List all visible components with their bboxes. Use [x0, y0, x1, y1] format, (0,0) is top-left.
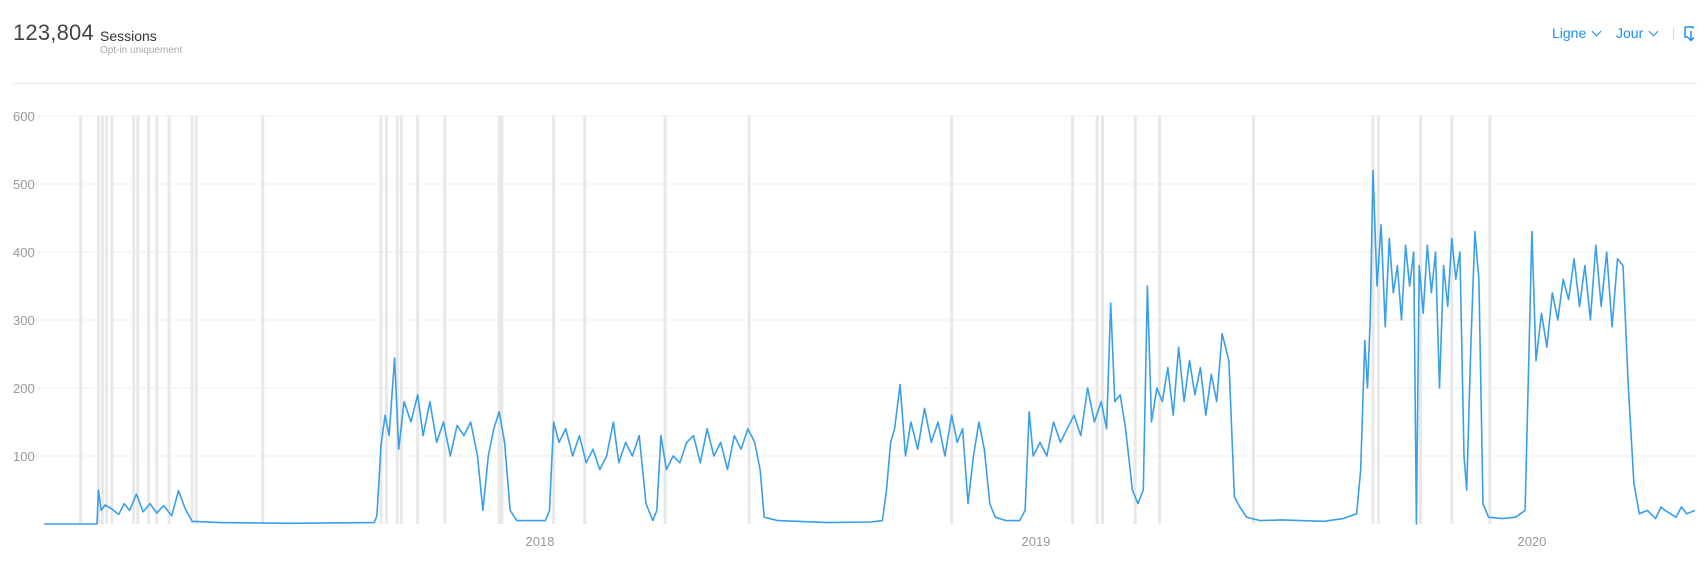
y-tick-label: 400 — [13, 245, 35, 260]
y-gridlines — [13, 115, 1695, 457]
y-tick-label: 600 — [13, 109, 35, 124]
y-tick-label: 100 — [13, 449, 35, 464]
sessions-line-chart: 100 200 300 400 500 600 2018 2019 2020 — [13, 109, 1696, 549]
y-tick-label: 300 — [13, 313, 35, 328]
y-tick-label: 200 — [13, 381, 35, 396]
metric-sublabel: Opt-in uniquement — [100, 45, 183, 56]
chart-type-label: Ligne — [1552, 25, 1587, 41]
chevron-down-icon — [1591, 26, 1602, 36]
interval-dropdown[interactable]: Jour — [1616, 24, 1659, 42]
chart-controls: Ligne Jour — [1508, 24, 1708, 44]
download-icon[interactable] — [1682, 25, 1698, 43]
x-tick-label: 2019 — [1021, 534, 1050, 549]
x-tick-label: 2018 — [526, 534, 555, 549]
chart-header: 123,804 Sessions Opt-in uniquement Ligne… — [0, 0, 1708, 84]
x-axis-ticks: 2018 2019 2020 — [526, 534, 1547, 549]
total-sessions-value: 123,804 — [13, 20, 94, 45]
y-axis-ticks: 100 200 300 400 500 600 — [13, 109, 35, 464]
x-tick-label: 2020 — [1517, 534, 1546, 549]
interval-label: Jour — [1616, 25, 1644, 41]
controls-divider — [1673, 28, 1674, 40]
metric-label: Sessions — [100, 28, 157, 44]
y-tick-label: 500 — [13, 177, 35, 192]
header-divider — [13, 83, 1697, 84]
chart-type-dropdown[interactable]: Ligne — [1552, 24, 1602, 42]
sessions-series-line — [44, 169, 1696, 525]
chevron-down-icon — [1648, 26, 1659, 36]
